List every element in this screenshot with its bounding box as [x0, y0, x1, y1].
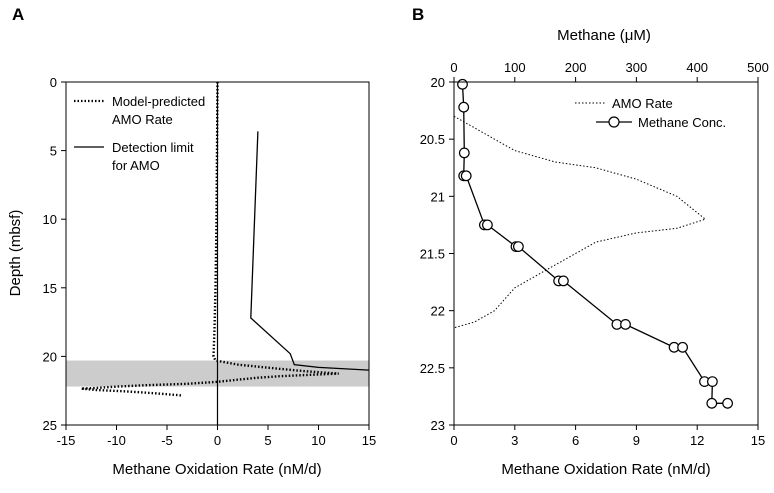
panel-b-series-group [453, 78, 733, 409]
panel-a-x-tick-label: 15 [362, 433, 376, 448]
panel-a-x-axis-title: Methane Oxidation Rate (nM/d) [112, 461, 321, 478]
panel-b-methane-point [558, 275, 569, 287]
panel-a-y-tick-label: 15 [43, 281, 57, 296]
panel-b-x-tick-label: 9 [633, 433, 640, 448]
panel-b-y-tick-label: 22 [431, 304, 445, 319]
panel-a-y-tick-label: 20 [43, 349, 57, 364]
panel-a-legend-label-2b: for AMO [112, 158, 160, 173]
panel-a-y-tick-label: 25 [43, 418, 57, 433]
panel-a-ticks: -15 -10 -5 0 5 10 15 0 5 10 15 20 25 [43, 75, 377, 448]
panel-b-methane-point [513, 241, 524, 253]
panel-b-y-tick-label: 20 [431, 75, 445, 90]
panel-b-legend-marker [608, 116, 620, 128]
panel-b-y-tick-label: 23 [431, 418, 445, 433]
panel-a-x-tick-label: 5 [264, 433, 271, 448]
panel-b-y-tick-label: 21 [431, 189, 445, 204]
panel-b-plot-frame [453, 81, 759, 426]
panel-b-series-1-line [453, 115, 707, 329]
panel-b-legend: AMO Rate Methane Conc. [575, 96, 726, 130]
panel-b-methane-point [458, 101, 470, 113]
panel-a: A -15 -10 -5 0 5 10 15 0 5 10 15 20 25 Methane Oxida… [7, 5, 376, 478]
panel-b-x2-tick-label: 400 [686, 60, 708, 75]
panel-a-y-tick-label: 0 [50, 75, 57, 90]
panel-b-x2-axis-title: Methane (μM) [557, 27, 651, 44]
panel-b-x2-tick-label: 300 [626, 60, 648, 75]
panel-b-x2-tick-label: 100 [504, 60, 526, 75]
panel-b-legend-label-methane: Methane Conc. [638, 115, 726, 130]
panel-a-x-tick-label: 0 [214, 433, 221, 448]
panel-a-series-1-line [81, 81, 339, 397]
panel-a-y-tick-label: 5 [50, 144, 57, 159]
panel-a-series-2-line [250, 131, 370, 371]
panel-b-x-tick-label: 12 [690, 433, 704, 448]
panel-b-x2-tick-label: 200 [565, 60, 587, 75]
panel-b-x2-tick-label: 0 [450, 60, 457, 75]
panel-a-y-axis-title: Depth (mbsf) [7, 210, 24, 297]
panel-a-legend-label-1b: AMO Rate [112, 112, 173, 127]
panel-b-x-axis-title: Methane Oxidation Rate (nM/d) [501, 461, 710, 478]
panel-b-methane-point [707, 376, 718, 388]
panel-b-x-tick-label: 3 [511, 433, 518, 448]
panel-a-x-tick-label: -10 [107, 433, 126, 448]
panel-b-methane-point [677, 341, 688, 353]
panel-b-methane-point [706, 397, 718, 409]
panel-a-y-tick-label: 10 [43, 212, 57, 227]
panel-a-label: A [12, 5, 24, 24]
panel-b-label: B [412, 5, 424, 24]
panel-b-methane-point [457, 78, 468, 90]
panel-b-methane-point [482, 219, 493, 231]
panel-b-methane-point [458, 147, 470, 159]
panel-b: B 0 3 6 9 12 15 0 100 200 300 400 500 20 20.5 21 21.5 22… [412, 5, 769, 478]
panel-b-x-tick-label: 6 [572, 433, 579, 448]
panel-a-legend-label-2a: Detection limit [112, 140, 194, 155]
panel-b-y-tick-label: 20.5 [420, 132, 445, 147]
panel-b-y-tick-label: 22.5 [420, 361, 445, 376]
panel-b-ticks: 0 3 6 9 12 15 0 100 200 300 400 500 20 20.5 21 21.5 22 22… [420, 60, 769, 448]
panel-a-x-tick-label: -5 [161, 433, 173, 448]
panel-a-x-tick-label: -15 [57, 433, 76, 448]
panel-a-x-tick-label: 10 [311, 433, 325, 448]
panel-a-legend: Model-predicted AMO Rate Detection limit… [74, 94, 205, 173]
panel-b-y-tick-label: 21.5 [420, 247, 445, 262]
panel-b-x-tick-label: 15 [751, 433, 765, 448]
panel-b-x-tick-label: 0 [450, 433, 457, 448]
panel-a-series-group [81, 81, 370, 397]
panel-b-x2-tick-label: 500 [747, 60, 769, 75]
panel-b-methane-point [460, 170, 472, 182]
panel-b-methane-point [620, 319, 631, 330]
panel-b-series-2-line [461, 84, 728, 404]
panel-b-legend-label-amo: AMO Rate [612, 96, 673, 111]
panel-a-legend-label-1a: Model-predicted [112, 94, 205, 109]
panel-b-methane-point [722, 397, 733, 409]
